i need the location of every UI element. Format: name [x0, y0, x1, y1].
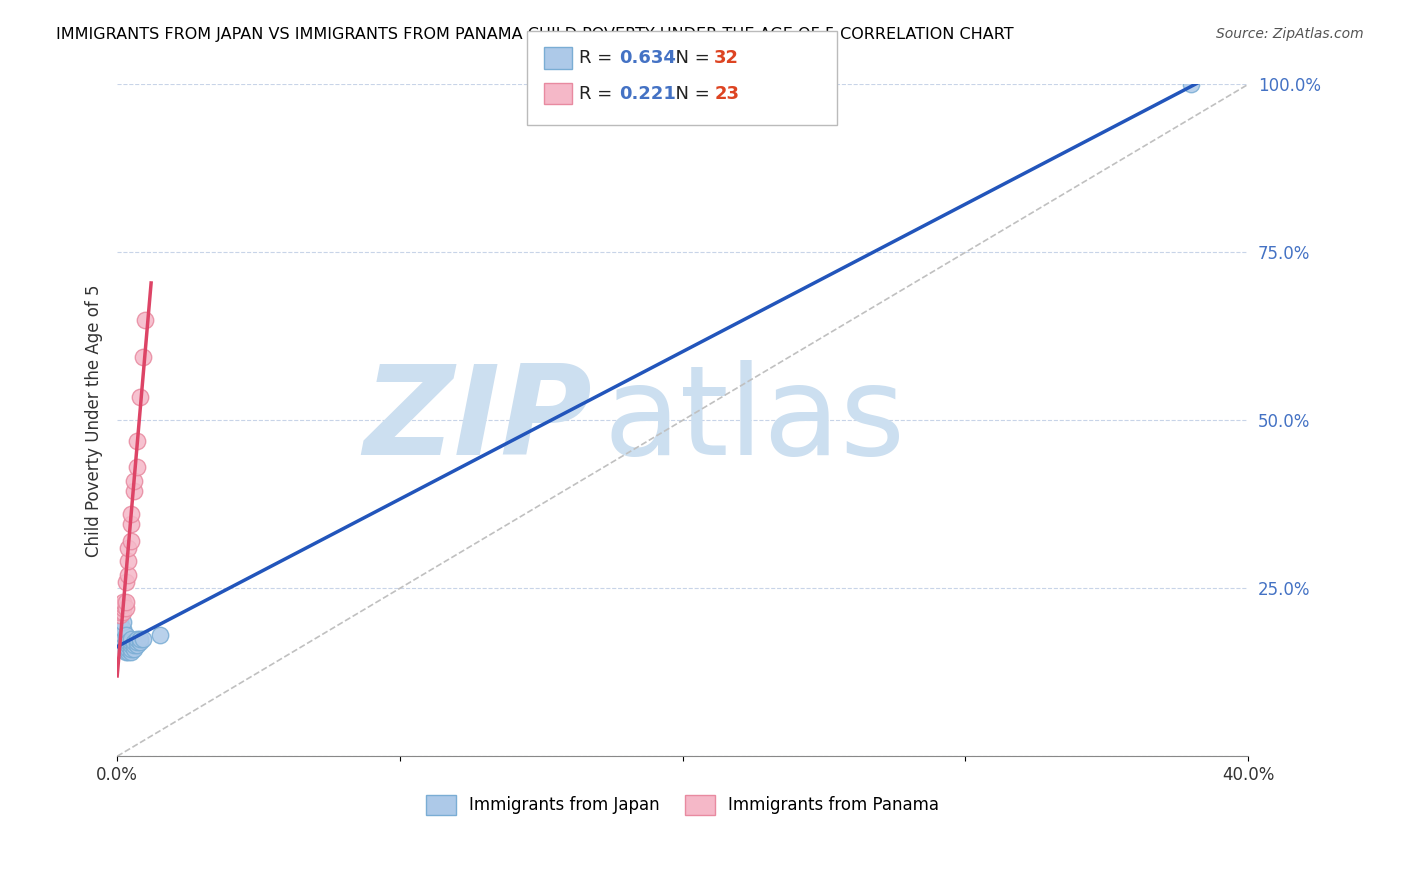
Point	[120, 635, 142, 649]
Point	[134, 312, 156, 326]
Point	[122, 635, 145, 649]
Point	[120, 632, 142, 646]
Legend: Immigrants from Japan, Immigrants from Panama: Immigrants from Japan, Immigrants from P…	[419, 789, 946, 822]
Point	[120, 645, 142, 659]
Point	[108, 608, 131, 623]
Point	[114, 628, 136, 642]
Point	[128, 635, 150, 649]
Point	[128, 390, 150, 404]
Text: 0.221: 0.221	[619, 85, 675, 103]
Point	[114, 601, 136, 615]
Point	[125, 639, 148, 653]
Point	[120, 517, 142, 532]
Point	[122, 639, 145, 653]
Point	[111, 635, 134, 649]
Point	[128, 632, 150, 646]
Point	[125, 632, 148, 646]
Text: R =: R =	[579, 49, 619, 67]
Point	[108, 605, 131, 619]
Point	[117, 567, 139, 582]
Point	[117, 541, 139, 555]
Point	[108, 608, 131, 623]
Point	[114, 639, 136, 653]
Text: R =: R =	[579, 85, 619, 103]
Point	[111, 598, 134, 612]
Text: N =: N =	[664, 49, 716, 67]
Point	[122, 474, 145, 488]
Point	[125, 635, 148, 649]
Point	[117, 635, 139, 649]
Point	[108, 601, 131, 615]
Point	[108, 601, 131, 615]
Point	[125, 460, 148, 475]
Point	[114, 574, 136, 589]
Point	[114, 595, 136, 609]
Point	[1180, 78, 1202, 92]
Point	[117, 641, 139, 656]
Point	[114, 645, 136, 659]
Text: N =: N =	[664, 85, 716, 103]
Point	[111, 595, 134, 609]
Point	[117, 554, 139, 568]
Text: atlas: atlas	[603, 359, 905, 481]
Point	[117, 645, 139, 659]
Point	[111, 605, 134, 619]
Text: ZIP: ZIP	[363, 359, 592, 481]
Point	[111, 622, 134, 636]
Point	[131, 350, 153, 364]
Point	[125, 434, 148, 448]
Point	[108, 615, 131, 629]
Point	[114, 635, 136, 649]
Y-axis label: Child Poverty Under the Age of 5: Child Poverty Under the Age of 5	[86, 284, 103, 557]
Point	[131, 632, 153, 646]
Point	[120, 508, 142, 522]
Point	[120, 641, 142, 656]
Text: Source: ZipAtlas.com: Source: ZipAtlas.com	[1216, 27, 1364, 41]
Point	[120, 534, 142, 549]
Point	[111, 628, 134, 642]
Text: 0.634: 0.634	[619, 49, 675, 67]
Text: 32: 32	[714, 49, 740, 67]
Point	[149, 628, 172, 642]
Point	[114, 641, 136, 656]
Point	[122, 641, 145, 656]
Point	[122, 483, 145, 498]
Point	[111, 601, 134, 615]
Text: IMMIGRANTS FROM JAPAN VS IMMIGRANTS FROM PANAMA CHILD POVERTY UNDER THE AGE OF 5: IMMIGRANTS FROM JAPAN VS IMMIGRANTS FROM…	[56, 27, 1014, 42]
Point	[117, 639, 139, 653]
Point	[111, 615, 134, 629]
Text: 23: 23	[714, 85, 740, 103]
Point	[120, 639, 142, 653]
